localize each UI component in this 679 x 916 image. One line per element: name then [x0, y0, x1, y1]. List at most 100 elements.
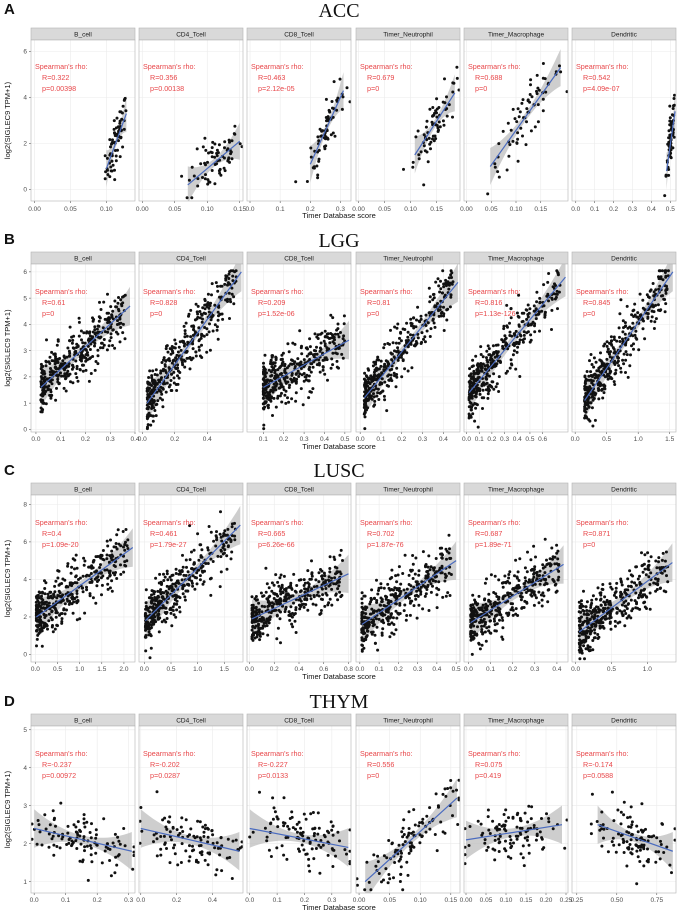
data-point [477, 594, 481, 598]
data-point [77, 334, 81, 338]
facet-strip-label: B_cell [74, 487, 92, 494]
data-point [216, 337, 220, 341]
data-point [251, 618, 255, 622]
data-point [542, 594, 546, 598]
annotation-rho: R=0.816 [475, 298, 502, 307]
data-point [106, 582, 110, 586]
data-point [48, 355, 52, 359]
x-tick-label: 0.05 [378, 206, 391, 213]
data-point [377, 589, 380, 592]
data-point [586, 403, 590, 407]
data-point [323, 342, 327, 346]
data-point [112, 564, 116, 567]
data-point [163, 382, 167, 386]
data-point [629, 353, 632, 357]
data-point [154, 414, 158, 418]
data-point [426, 321, 430, 325]
data-point [184, 558, 188, 562]
data-point [180, 174, 184, 178]
data-point [271, 354, 275, 358]
data-point [34, 600, 38, 604]
data-point [452, 81, 456, 85]
data-point [482, 381, 485, 385]
data-point [185, 350, 189, 353]
data-point [470, 652, 474, 656]
data-point [432, 292, 436, 296]
data-point [475, 369, 479, 373]
data-point [308, 365, 312, 369]
data-point [216, 318, 220, 322]
data-point [294, 399, 298, 403]
data-point [411, 160, 415, 164]
data-point [257, 608, 261, 612]
data-point [494, 385, 498, 389]
data-point [154, 403, 158, 407]
data-point [415, 616, 419, 620]
data-point [195, 147, 199, 151]
x-tick-label: 0.1 [475, 436, 484, 443]
data-point [449, 293, 453, 297]
panel-letter: C [4, 462, 15, 479]
data-point [114, 159, 118, 163]
data-point [272, 583, 276, 587]
annotation-p: p=0 [583, 309, 595, 318]
data-point [302, 605, 306, 609]
data-point [58, 591, 62, 595]
data-point [424, 574, 428, 578]
data-point [143, 625, 147, 629]
data-point [551, 555, 555, 559]
data-point [339, 331, 342, 334]
data-point [35, 596, 39, 600]
data-point [382, 586, 386, 590]
data-point [314, 578, 318, 582]
data-point [182, 340, 186, 343]
data-point [293, 589, 297, 593]
data-point [198, 310, 202, 313]
data-point [197, 345, 201, 349]
data-point [114, 571, 117, 574]
data-point [103, 330, 107, 334]
data-point [583, 374, 587, 378]
data-point [312, 585, 316, 589]
data-point [522, 330, 526, 334]
facet-plot-area [250, 548, 349, 645]
data-point [514, 329, 518, 333]
data-point [445, 95, 448, 99]
data-point [40, 365, 44, 369]
data-point [613, 350, 617, 354]
data-point [409, 317, 413, 321]
facet-strip-label: Dendritic [611, 32, 637, 39]
x-tick-label: 0.10 [510, 206, 523, 213]
data-point [437, 120, 441, 124]
data-point [216, 284, 219, 288]
annotation-p: p=1.79e-27 [150, 540, 187, 549]
data-point [515, 141, 519, 145]
data-point [123, 98, 126, 101]
data-point [87, 574, 91, 578]
facet-plot-area [486, 49, 568, 196]
data-point [433, 304, 437, 308]
data-point [509, 316, 513, 320]
data-point [316, 337, 320, 340]
data-point [179, 348, 183, 352]
data-point [230, 286, 234, 290]
data-point [101, 574, 105, 578]
data-point [439, 287, 443, 291]
data-point [584, 392, 588, 395]
data-point [233, 124, 237, 128]
data-point [296, 357, 300, 361]
data-point [80, 359, 83, 363]
data-point [422, 337, 425, 341]
data-point [315, 164, 319, 168]
data-point [593, 376, 597, 380]
data-point [641, 306, 645, 310]
data-point [509, 307, 513, 310]
data-point [293, 342, 297, 346]
data-point [524, 308, 528, 312]
data-point [229, 557, 233, 561]
data-point [210, 282, 214, 286]
annotation-header: Spearman's rho: [360, 518, 413, 527]
data-point [597, 397, 601, 401]
data-point [652, 290, 656, 294]
data-point [181, 592, 185, 596]
